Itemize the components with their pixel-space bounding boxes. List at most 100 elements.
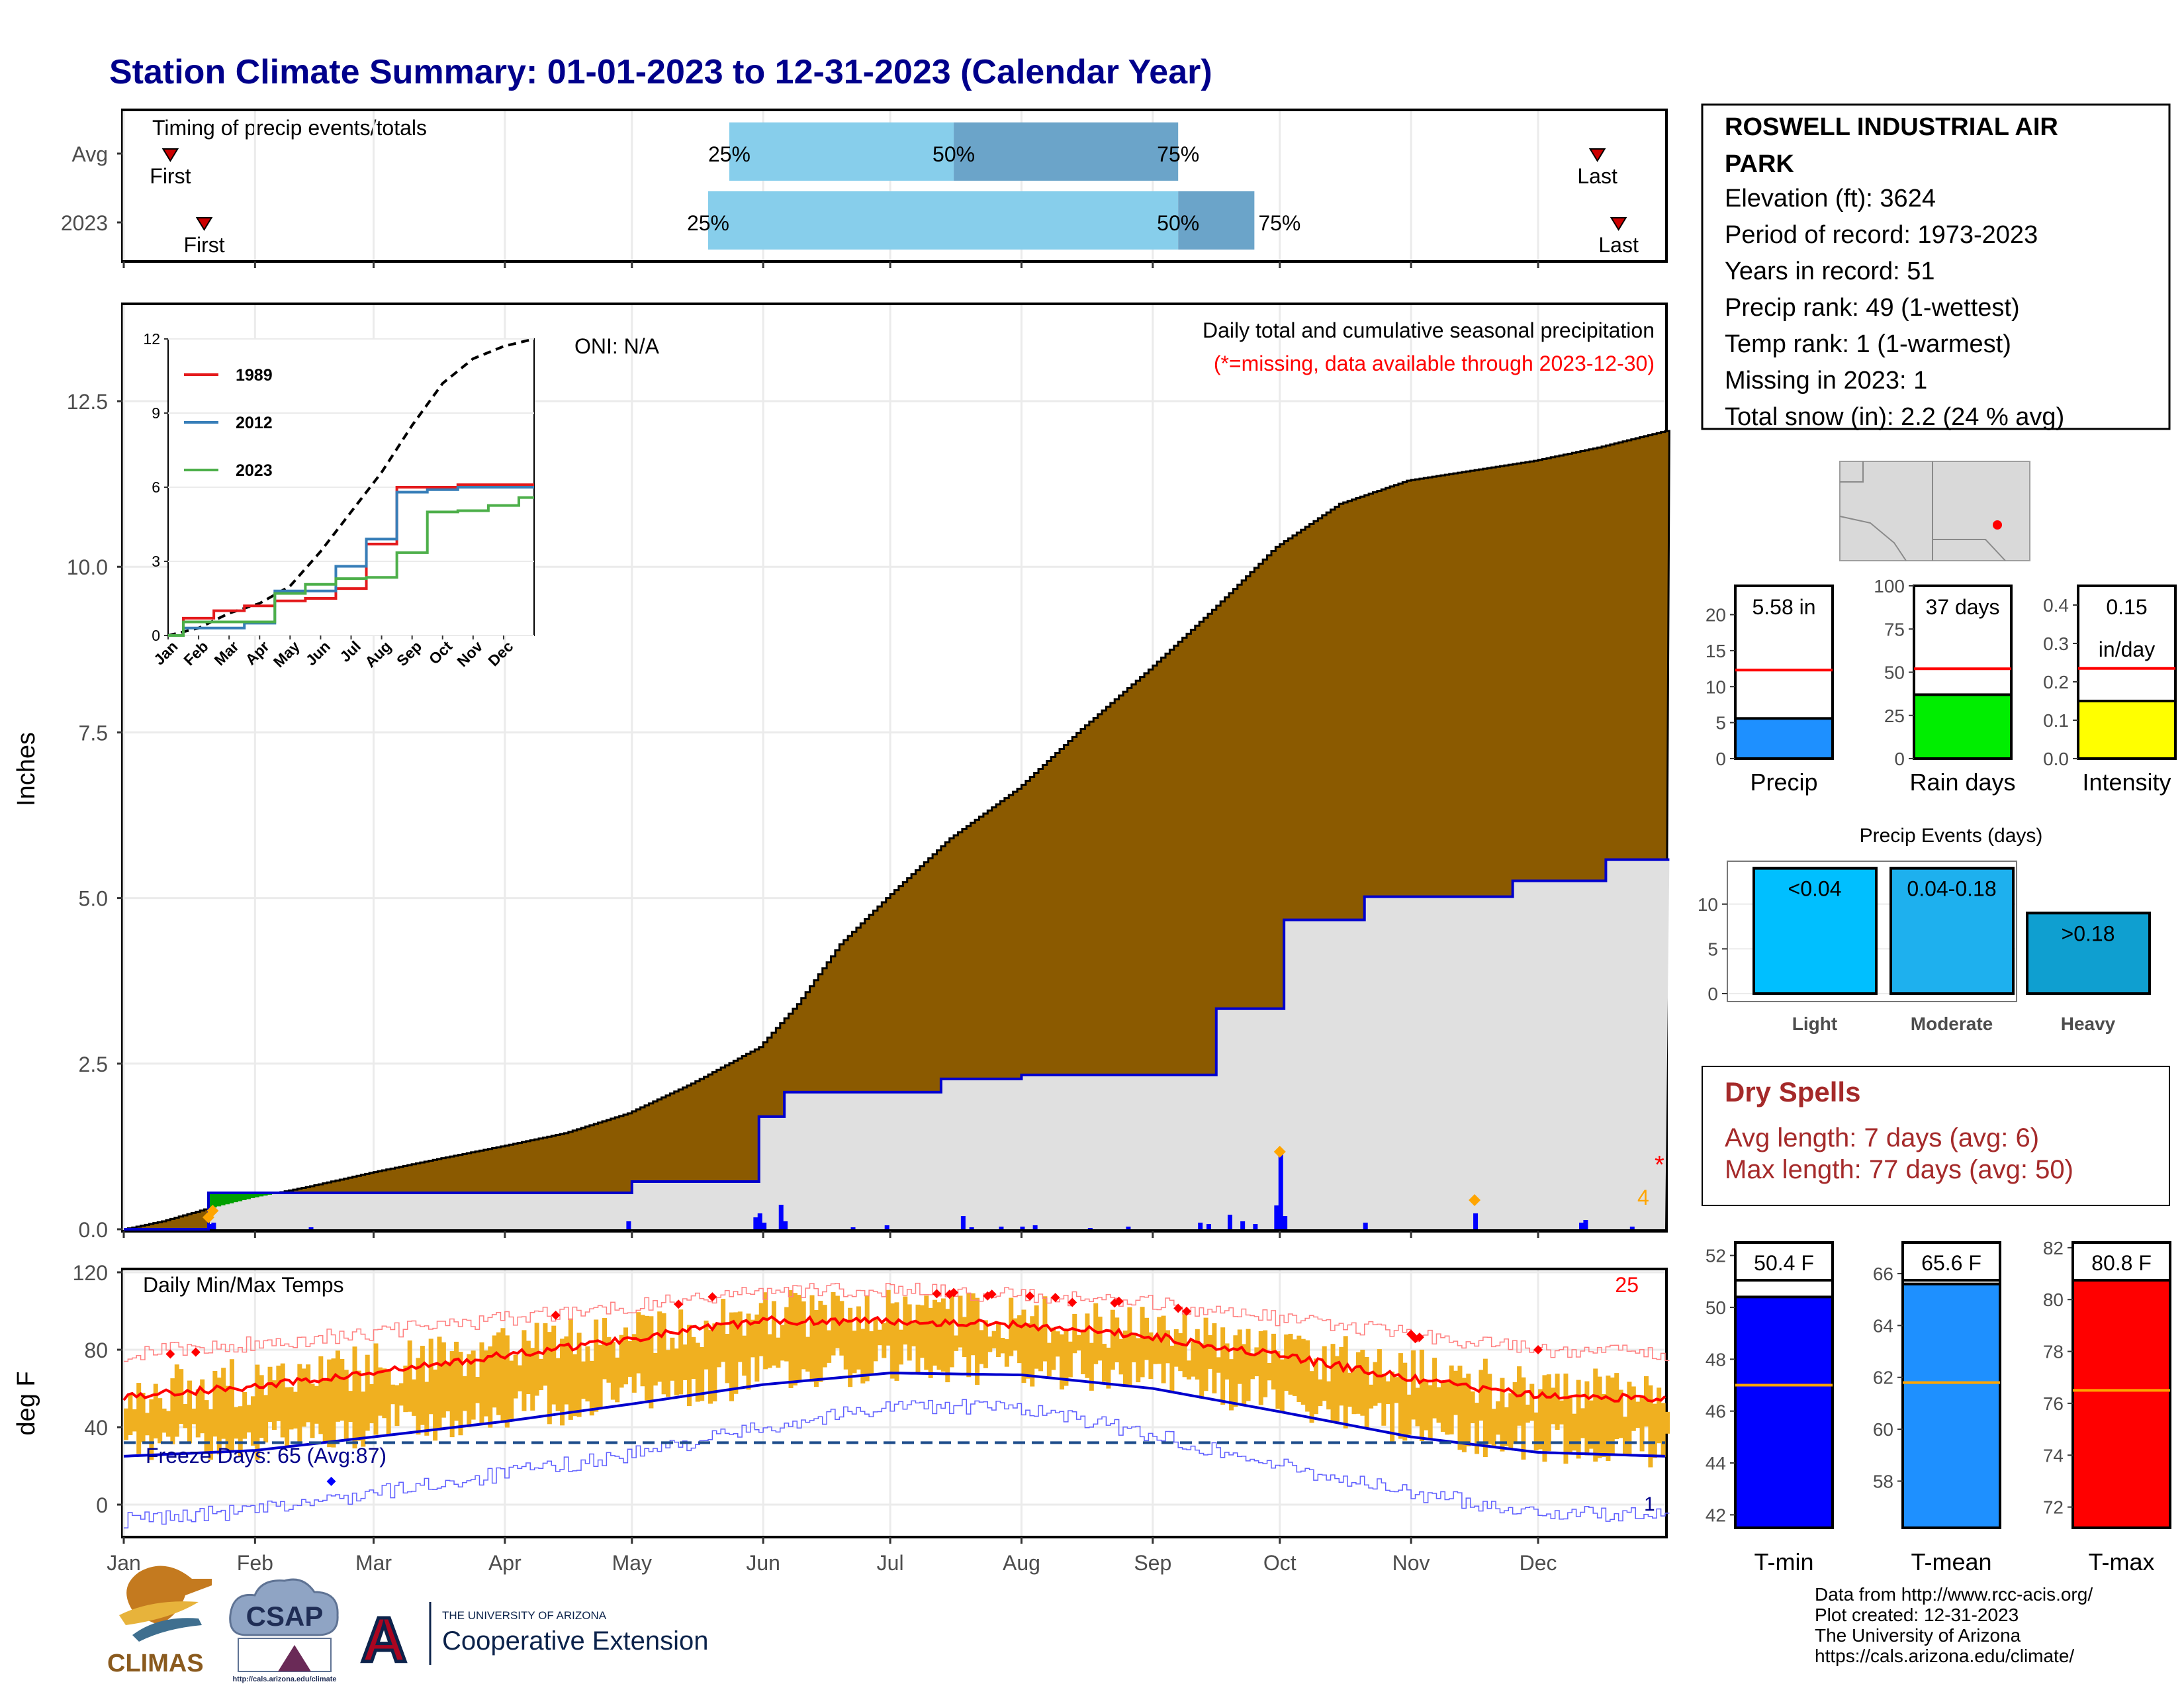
- daily-temp-range-bar: [653, 1352, 658, 1386]
- temp-title: Daily Min/Max Temps: [143, 1273, 343, 1297]
- daily-temp-range-bar: [377, 1367, 383, 1416]
- daily-temp-range-bar: [725, 1334, 730, 1383]
- temp-y-tick-label: 80: [84, 1338, 108, 1362]
- locator-map: [1839, 461, 2030, 561]
- events-category-label: Moderate: [1911, 1013, 1993, 1034]
- daily-temp-range-bar: [682, 1344, 688, 1380]
- daily-temp-range-bar: [1580, 1408, 1586, 1438]
- daily-temp-range-bar: [1178, 1333, 1183, 1372]
- daily-temp-range-bar: [216, 1378, 222, 1455]
- record-high-marker: [191, 1347, 201, 1357]
- daily-temp-range-bar: [1195, 1329, 1200, 1380]
- month-label: Jun: [746, 1551, 780, 1575]
- daily-temp-range-bar: [1627, 1382, 1632, 1454]
- record-high-marker: [165, 1349, 175, 1359]
- daily-temp-range-bar: [581, 1361, 586, 1399]
- temp-gauge-value-box: [1901, 1241, 2001, 1282]
- daily-temp-range-bar: [716, 1323, 721, 1368]
- daily-temp-range-bar: [1161, 1315, 1166, 1383]
- record-high-marker: [1533, 1345, 1543, 1354]
- daily-temp-range-bar: [1436, 1387, 1441, 1423]
- station-name-line1: ROSWELL INDUSTRIAL AIR: [1725, 113, 2058, 141]
- daily-temp-range-bar: [966, 1293, 972, 1378]
- daily-temp-range-bar: [1318, 1379, 1323, 1406]
- daily-temp-range-bar: [1364, 1356, 1369, 1428]
- temp-gauge-tick-label: 66: [1873, 1264, 1893, 1284]
- daily-temp-range-bar: [424, 1382, 430, 1436]
- inset-y-tick-label: 12: [143, 330, 160, 348]
- daily-temp-range-bar: [407, 1340, 412, 1412]
- inset-legend-label: 2023: [236, 461, 273, 480]
- daily-temp-range-bar: [1385, 1381, 1390, 1405]
- daily-temp-range-bar: [259, 1375, 264, 1438]
- temp-gauge-tick-label: 62: [1873, 1368, 1893, 1388]
- daily-temp-range-bar: [454, 1341, 459, 1421]
- daily-temp-range-bar: [365, 1354, 370, 1431]
- daily-temp-range-bar: [788, 1289, 794, 1388]
- temp-y-tick-label: 120: [73, 1261, 108, 1285]
- summary-gauges: 0 5 10 15 20 5.58 in Precip 0 25 50 75 100 37 days Ra…: [1706, 576, 2177, 796]
- daily-temp-range-bar: [153, 1383, 158, 1438]
- daily-temp-range-bar: [602, 1318, 608, 1380]
- daily-temp-range-bar: [1271, 1333, 1276, 1390]
- daily-temp-range-bar: [255, 1364, 260, 1460]
- dry-spells-max: Max length: 77 days (avg: 50): [1725, 1155, 2073, 1184]
- timing-first-label: First: [183, 233, 224, 257]
- daily-temp-range-bar: [1432, 1358, 1437, 1419]
- daily-temp-range-bar: [1597, 1376, 1602, 1458]
- temp-gauge-tick-label: 60: [1873, 1419, 1893, 1440]
- daily-temp-range-bar: [1470, 1391, 1475, 1424]
- climas-emblem: [119, 1601, 199, 1625]
- daily-temp-range-bar: [128, 1394, 133, 1436]
- daily-temp-range-bar: [1093, 1303, 1099, 1364]
- station-name: ROSWELL INDUSTRIAL AIR PARK: [1725, 113, 2065, 178]
- daily-temp-range-bar: [1013, 1318, 1018, 1351]
- daily-temp-range-bar: [1381, 1374, 1387, 1426]
- daily-temp-range-bar: [1360, 1350, 1365, 1416]
- daily-temp-range-bar: [356, 1370, 361, 1441]
- gauge-tick-label: 0: [1715, 749, 1726, 769]
- daily-temp-range-bar: [644, 1315, 649, 1401]
- daily-temp-range-bar: [212, 1371, 218, 1437]
- temp-gauge-value-box: [2071, 1241, 2171, 1282]
- record-high-marker: [1114, 1296, 1124, 1306]
- map-state-border: [1840, 461, 1864, 483]
- daily-temp-range-bar: [263, 1395, 269, 1443]
- daily-temp-range-bar: [585, 1346, 590, 1402]
- daily-temp-range-bar: [1275, 1351, 1281, 1409]
- month-label: Oct: [1263, 1551, 1297, 1575]
- daily-temp-range-bar: [843, 1320, 848, 1370]
- daily-temp-range-bar: [869, 1331, 874, 1376]
- normal-min-line: [123, 1372, 1666, 1458]
- daily-precip-bar: [1629, 1226, 1635, 1229]
- daily-temp-range-bar: [1220, 1327, 1226, 1405]
- gauge-label: Intensity: [2082, 769, 2171, 796]
- daily-temp-range-bar: [1538, 1389, 1543, 1450]
- daily-temp-range-bar: [852, 1331, 857, 1374]
- daily-temp-range-bar: [1102, 1344, 1107, 1382]
- normal-max-line: [122, 1315, 1666, 1403]
- daily-temp-range-bar: [1652, 1403, 1657, 1458]
- gauge-tick-label: 0.1: [2043, 710, 2069, 731]
- gauge-tick-label: 10: [1706, 677, 1726, 697]
- ua-logo: A THE UNIVERSITY OF ARIZONA Cooperative …: [359, 1602, 708, 1677]
- dry-spells-title: Dry Spells: [1725, 1076, 1860, 1107]
- daily-temp-range-bar: [1068, 1341, 1073, 1378]
- timing-bar-late: [954, 122, 1179, 181]
- month-axis: Jan Feb Mar Apr May Jun Jul Aug Sep Oct Nov Dec: [107, 1537, 1557, 1575]
- daily-temp-range-bar: [1635, 1401, 1641, 1428]
- daily-temp-range-bar: [1173, 1329, 1179, 1367]
- csap-cloud: [229, 1578, 339, 1636]
- timing-row-label: 2023: [61, 211, 108, 235]
- daily-temp-range-bar: [678, 1309, 684, 1395]
- daily-precip-bar: [1126, 1226, 1131, 1229]
- daily-temp-range-bar: [331, 1358, 336, 1448]
- daily-precip-bar: [1253, 1223, 1258, 1229]
- daily-temp-range-bar: [234, 1407, 239, 1439]
- daily-temp-range-bar: [398, 1383, 404, 1406]
- gauge-label: Rain days: [1909, 769, 2015, 796]
- snow-marker: [1273, 1145, 1286, 1158]
- daily-temp-range-bar: [276, 1366, 281, 1421]
- daily-temp-range-bar: [763, 1292, 768, 1370]
- daily-precip-bar: [753, 1217, 758, 1229]
